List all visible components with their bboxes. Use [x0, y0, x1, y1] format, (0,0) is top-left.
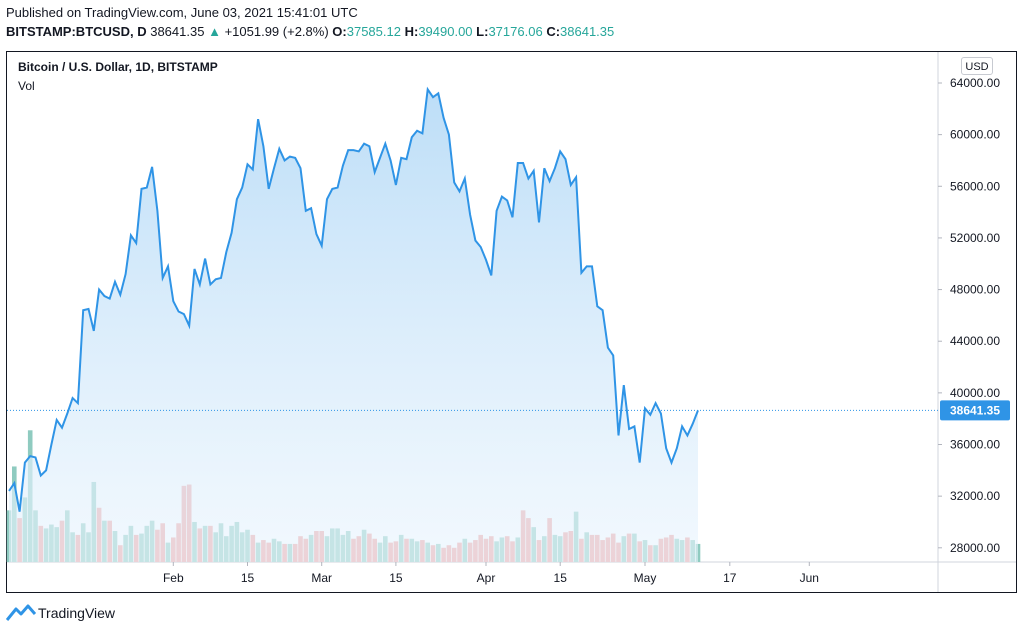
x-tick-label: Jun: [800, 571, 819, 585]
tradingview-logo-icon: [6, 604, 36, 621]
open-label: O:: [332, 24, 347, 39]
x-tick-label: 15: [389, 571, 403, 585]
svg-text:38641.35: 38641.35: [950, 403, 1000, 417]
published-caption: Published on TradingView.com, June 03, 2…: [6, 5, 358, 20]
close-value: 38641.35: [560, 24, 615, 39]
y-tick-label: 64000.00: [950, 76, 1000, 90]
close-label: C:: [546, 24, 561, 39]
x-tick-label: 15: [554, 571, 568, 585]
open-value: 37585.12: [346, 24, 401, 39]
last-price-tag: 38641.35: [940, 400, 1010, 421]
up-arrow-icon: ▲: [208, 24, 221, 39]
x-tick-label: May: [634, 571, 657, 585]
low-value: 37176.06: [488, 24, 543, 39]
y-tick-label: 48000.00: [950, 283, 1000, 297]
quote-line: BITSTAMP:BTCUSD, D 38641.35 ▲ +1051.99 (…: [6, 24, 614, 39]
y-tick-label: 60000.00: [950, 128, 1000, 142]
y-tick-label: 28000.00: [950, 541, 1000, 555]
low-label: L:: [476, 24, 489, 39]
y-tick-label: 44000.00: [950, 334, 1000, 348]
y-tick-label: 56000.00: [950, 179, 1000, 193]
y-tick-label: 52000.00: [950, 231, 1000, 245]
x-tick-label: 17: [723, 571, 737, 585]
high-label: H:: [404, 24, 419, 39]
symbol: BITSTAMP:BTCUSD, D: [6, 24, 147, 39]
price-area: [9, 89, 698, 562]
last-price: 38641.35: [150, 24, 205, 39]
y-tick-label: 40000.00: [950, 386, 1000, 400]
x-tick-label: Apr: [477, 571, 496, 585]
currency-button[interactable]: USD: [961, 57, 993, 75]
footer-brand: TradingView: [38, 605, 116, 621]
price-line: [8, 86, 699, 512]
x-tick-label: 15: [241, 571, 255, 585]
x-tick-label: Mar: [311, 571, 332, 585]
chart-title: Bitcoin / U.S. Dollar, 1D, BITSTAMP: [18, 60, 218, 74]
change: +1051.99 (+2.8%): [224, 24, 329, 39]
volume-label: Vol: [18, 79, 35, 93]
x-tick-label: Feb: [163, 571, 184, 585]
y-tick-label: 32000.00: [950, 489, 1000, 503]
y-tick-label: 36000.00: [950, 438, 1000, 452]
high-value: 39490.00: [418, 24, 473, 39]
chart-frame: [6, 51, 1017, 593]
